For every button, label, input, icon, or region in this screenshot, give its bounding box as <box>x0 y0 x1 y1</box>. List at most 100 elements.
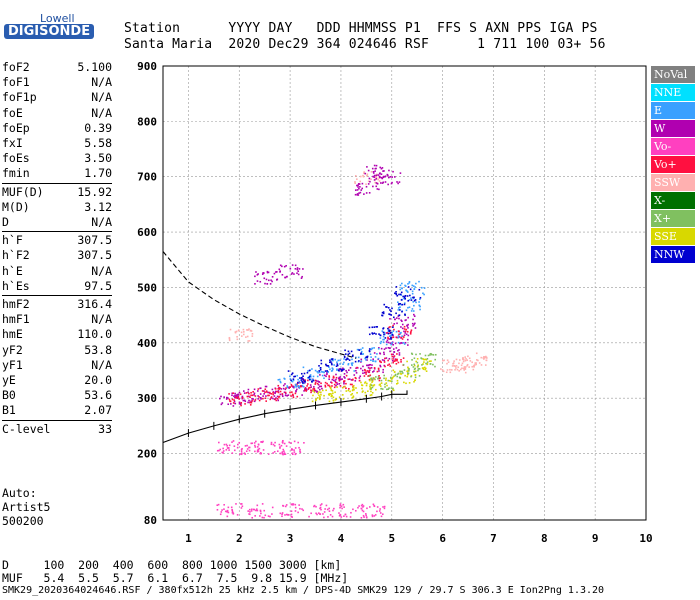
data-point <box>347 389 350 392</box>
data-point <box>254 450 256 453</box>
data-point <box>316 382 319 385</box>
data-point <box>351 383 353 386</box>
data-point <box>268 279 270 282</box>
data-point <box>407 286 410 288</box>
data-point <box>277 450 279 453</box>
data-point <box>263 509 266 512</box>
data-point <box>395 291 397 293</box>
data-point <box>359 186 361 188</box>
data-point <box>330 362 333 365</box>
param-separator <box>2 182 112 184</box>
data-point <box>289 391 291 394</box>
data-point <box>360 384 363 386</box>
data-point <box>303 388 306 390</box>
data-point <box>386 384 388 387</box>
data-point <box>284 383 286 385</box>
data-point <box>270 397 272 399</box>
data-point <box>410 330 412 333</box>
data-point <box>383 353 385 356</box>
data-point <box>411 290 414 293</box>
data-point <box>273 272 276 275</box>
data-point <box>228 444 231 447</box>
data-point <box>258 447 261 450</box>
param-row-fmin: fmin 1.70 <box>2 166 112 180</box>
data-point <box>348 387 350 390</box>
data-point <box>319 388 321 391</box>
data-point <box>374 356 377 358</box>
data-point <box>318 370 320 372</box>
data-point <box>387 330 390 333</box>
data-point <box>350 350 353 353</box>
data-point <box>390 353 393 356</box>
data-point <box>251 398 253 400</box>
data-point <box>360 348 362 351</box>
data-point <box>291 393 294 396</box>
data-point <box>331 359 334 362</box>
data-point <box>345 390 348 392</box>
data-point <box>303 382 306 384</box>
data-point <box>274 391 276 394</box>
data-point <box>340 369 343 372</box>
data-point <box>351 392 354 395</box>
data-point <box>281 441 284 444</box>
data-point <box>259 387 262 389</box>
data-point <box>233 400 236 403</box>
data-point <box>406 330 409 333</box>
data-point <box>272 452 274 454</box>
data-point <box>399 288 402 291</box>
data-point <box>389 342 392 344</box>
data-point <box>399 373 402 375</box>
data-point <box>375 376 377 378</box>
data-point <box>396 382 399 384</box>
data-point <box>298 385 300 388</box>
data-point <box>336 386 338 388</box>
data-point <box>287 514 289 516</box>
data-point <box>223 443 226 446</box>
data-point <box>226 515 229 518</box>
data-point <box>236 338 239 341</box>
data-point <box>303 380 306 382</box>
data-point <box>381 311 384 314</box>
data-point <box>361 369 364 372</box>
data-point <box>325 504 328 507</box>
data-point <box>423 287 426 289</box>
data-point <box>381 330 384 332</box>
data-point <box>259 452 262 455</box>
data-point <box>283 265 286 268</box>
data-point <box>223 503 225 506</box>
data-point <box>241 397 244 399</box>
x-tick-label: 10 <box>639 532 652 545</box>
data-point <box>464 356 466 358</box>
data-point <box>216 508 219 511</box>
data-point <box>315 505 317 508</box>
param-label: foF2 <box>2 60 30 74</box>
param-row-b1: B1 2.07 <box>2 403 112 417</box>
data-point <box>413 364 416 367</box>
param-row-yf2: yF2 53.8 <box>2 343 112 357</box>
data-point <box>339 503 342 505</box>
data-point <box>356 193 359 195</box>
data-point <box>350 511 352 514</box>
data-point <box>462 360 465 363</box>
data-point <box>308 515 310 518</box>
data-point <box>396 322 398 325</box>
data-point <box>296 388 298 391</box>
data-point <box>242 399 245 402</box>
data-point <box>255 440 257 443</box>
data-point <box>358 349 361 351</box>
data-point <box>407 372 410 375</box>
data-point <box>399 293 402 296</box>
data-point <box>341 507 343 510</box>
data-point <box>405 319 407 321</box>
data-point <box>330 382 333 384</box>
data-point <box>254 395 257 397</box>
data-point <box>390 387 393 389</box>
data-point <box>269 515 271 518</box>
data-point <box>384 386 386 388</box>
data-point <box>358 187 360 190</box>
data-point <box>389 317 391 320</box>
data-point <box>339 376 342 378</box>
data-point <box>404 298 407 300</box>
data-point <box>368 378 371 381</box>
data-point <box>299 507 301 510</box>
